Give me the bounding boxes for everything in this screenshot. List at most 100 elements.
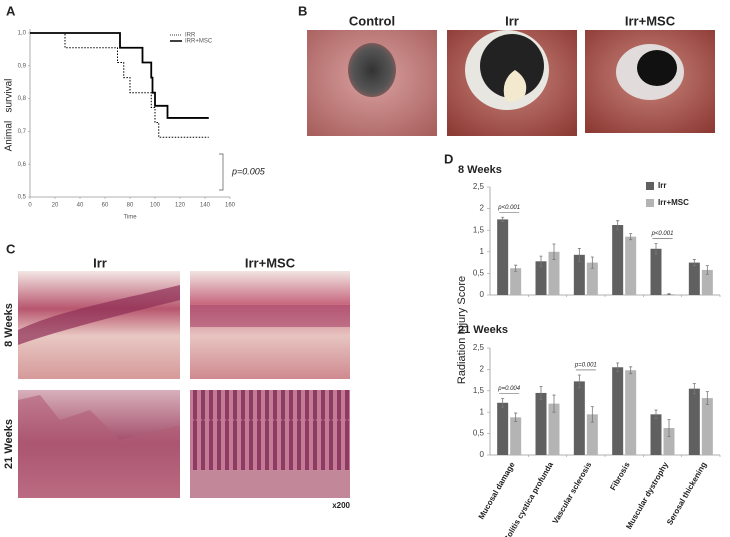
y-tick-label: 0 [480,450,485,459]
y-tick-label: 1,0 [18,31,27,37]
bar [535,392,547,455]
x-axis-label: Time [123,215,137,221]
x-tick-label: 0 [28,203,32,209]
bar [548,403,560,455]
x-tick-label: Vascular sclerosis [551,460,594,525]
y-tick-label: 2 [480,365,485,374]
row-label: 21 Weeks [3,419,15,469]
y-tick-label: 1,5 [473,386,485,395]
tissue [190,470,350,498]
error-bar [629,366,633,375]
x-tick-label: 100 [150,203,161,209]
bar [497,219,509,295]
error-bar [552,243,556,260]
error-bar [501,398,505,408]
annotation: p<0.001 [651,231,674,237]
survival-curve [30,32,209,138]
image-label: Irr [505,13,519,28]
error-bar [705,391,709,405]
y-tick-label: 0,5 [473,429,485,438]
bar [612,225,624,295]
bar [573,381,585,455]
error-bar [616,220,620,230]
error-bar [514,264,518,272]
error-bar [629,233,633,241]
annotation: p=0.001 [574,363,597,369]
bracket [219,153,224,191]
error-bar [590,256,594,269]
chart-title: 8 Weeks [458,164,502,176]
tissue [18,395,180,498]
row-label: 8 Weeks [3,303,15,347]
x-tick-label: Mucosal damage [477,460,517,521]
y-tick-label: 0,6 [18,162,27,168]
y-tick-label: 2,5 [473,182,485,191]
legend-label: Irr+MSC [658,198,689,207]
tissue [190,305,350,327]
column-label: Irr+MSC [245,255,296,270]
y-tick-label: 0,5 [473,269,485,278]
bar [586,414,598,455]
survival-curve [30,32,209,119]
y-tick-label: 2 [480,204,485,213]
panel-label: A [6,3,16,18]
error-bar [577,374,581,389]
error-bar [692,383,696,395]
bar [535,261,547,295]
annotation: p=0.004 [497,386,521,392]
lumen [637,50,677,86]
lumen [348,43,396,97]
x-tick-label: Fibrosis [608,460,632,492]
y-axis-label: Animal survival [4,79,15,152]
x-tick-label: Muscular dystrophy [624,460,670,531]
y-tick-label: 0 [480,290,485,299]
y-tick-label: 0,7 [18,129,27,135]
tissue [18,285,180,345]
bar [548,251,560,295]
x-tick-label: 120 [175,203,186,209]
y-tick-label: 0,9 [18,63,27,69]
histology-images [18,271,350,498]
panel-label: D [444,151,453,166]
bar [510,417,522,455]
bar [573,254,585,295]
error-bar [705,265,709,275]
bar [688,262,700,295]
y-tick-label: 1 [480,247,485,256]
y-tick-label: 2,5 [473,343,485,352]
error-bar [539,255,543,267]
error-bar [667,293,671,295]
error-bar [667,419,671,437]
error-bar [514,412,518,423]
magnification: x200 [332,501,350,510]
y-tick-label: 1 [480,407,485,416]
bar [663,428,675,455]
error-bar [552,394,556,413]
error-bar [616,362,620,372]
bar [688,388,700,455]
bar [625,236,637,295]
annotation: p<0.001 [497,205,520,211]
bar [625,370,637,455]
bar [497,402,509,455]
y-tick-label: 0,8 [18,96,27,102]
legend-swatch [646,199,654,207]
chart-title: 21 Weeks [458,324,508,336]
error-bar [654,243,658,255]
panel-label: B [298,3,307,18]
error-bar [539,386,543,400]
bar [701,398,713,455]
bar [650,248,662,295]
lesion [503,70,527,102]
error-bar [654,409,658,420]
x-tick-label: 20 [52,203,59,209]
bar [701,269,713,295]
bar [586,262,598,295]
x-tick-label: 40 [77,203,84,209]
error-bar [692,259,696,267]
x-tick-label: 140 [200,203,211,209]
y-tick-label: 0,5 [18,195,27,201]
bar [650,414,662,455]
image-label: Control [349,13,395,28]
y-tick-label: 1,5 [473,225,485,234]
